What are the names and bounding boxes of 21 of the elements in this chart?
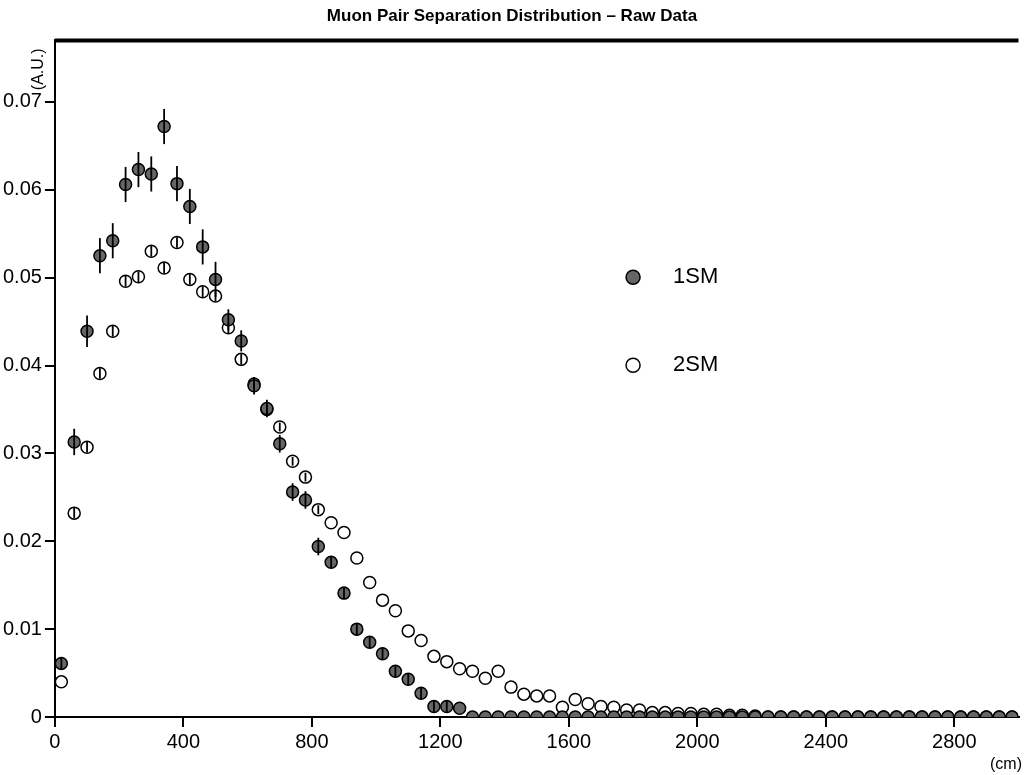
y-tick-label: 0.02 [2, 528, 42, 551]
y-tick-label: 0.07 [2, 89, 42, 112]
legend-label: 1SM [673, 263, 719, 289]
x-tick-label: 2000 [675, 729, 720, 752]
y-tick-label: 0.03 [2, 440, 42, 463]
y-tick-label: 0.05 [2, 265, 42, 288]
chart-title: Muon Pair Separation Distribution – Raw Data [326, 5, 698, 25]
x-tick-label: 400 [166, 729, 201, 752]
y-axis-title: (A.U.) [29, 48, 47, 91]
legend-label: 2SM [673, 351, 719, 377]
x-tick-label: 2400 [803, 729, 849, 752]
y-tick-label: 0.01 [2, 616, 42, 639]
x-axis-title: (cm) [990, 755, 1022, 773]
y-tick-label: 0.04 [2, 353, 42, 376]
x-tick-label: 800 [295, 729, 329, 752]
x-tick-label: 1600 [546, 729, 592, 752]
y-tick-label: 0 [30, 704, 42, 727]
x-tick-label: 0 [49, 729, 61, 752]
y-tick-label: 0.06 [2, 177, 42, 200]
x-tick-label: 2800 [932, 729, 977, 752]
x-tick-label: 1200 [418, 729, 463, 752]
